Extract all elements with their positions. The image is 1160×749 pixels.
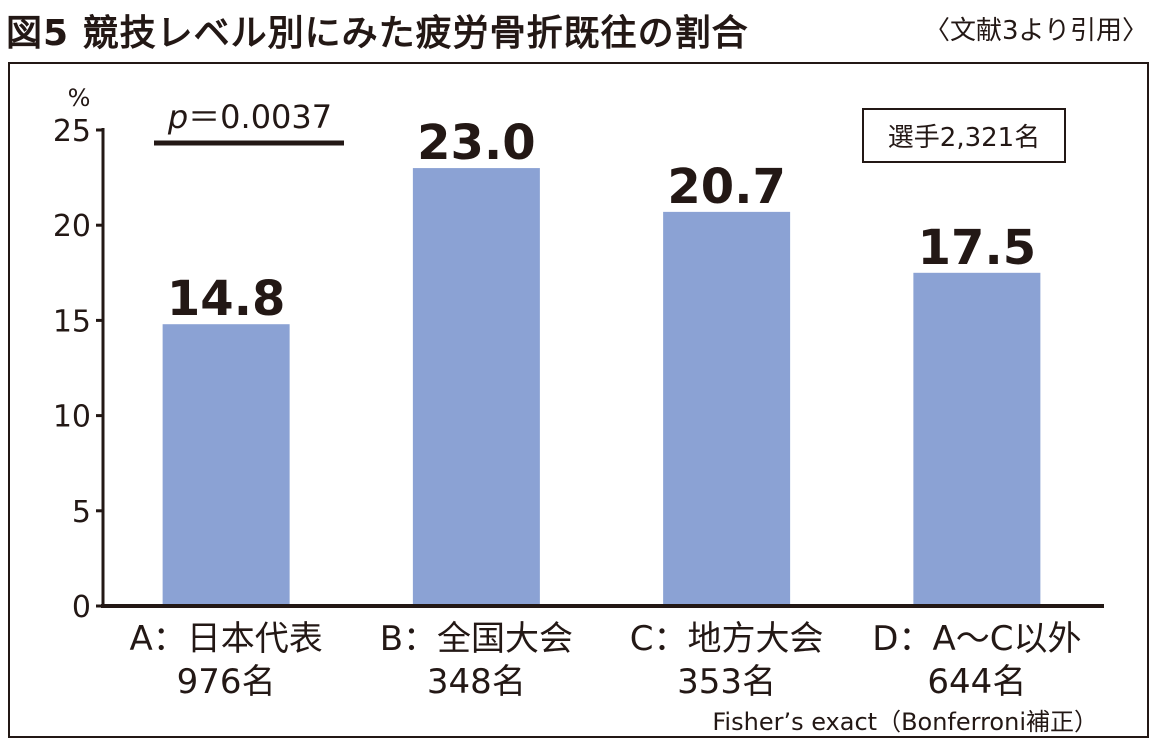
sample-size-text: 選手2,321名	[888, 123, 1040, 153]
bar-value-label: 23.0	[417, 115, 535, 171]
figure-title: 図5 競技レベル別にみた疲労骨折既往の割合	[6, 13, 749, 54]
y-tick-label: 5	[72, 495, 91, 530]
p-value-text: ＝0.0037	[188, 98, 332, 136]
bar	[913, 272, 1041, 606]
y-tick-label: 25	[53, 114, 91, 149]
sample-size-box-border	[862, 108, 1066, 163]
bar	[162, 324, 290, 606]
x-category-label: B：全国大会	[380, 619, 573, 659]
x-category-count: 644名	[927, 662, 1026, 702]
svg-text:p＝0.0037: p＝0.0037	[167, 98, 332, 136]
y-tick-label: 10	[53, 400, 91, 435]
x-category-label: D：A〜C以外	[872, 619, 1081, 659]
bar	[412, 168, 540, 606]
x-category-label: A：日本代表	[129, 619, 322, 659]
y-axis-unit-label: %	[68, 84, 91, 112]
bar-value-label: 17.5	[918, 220, 1036, 276]
sample-size-box: 選手2,321名	[862, 108, 1066, 163]
x-category-count: 976名	[177, 662, 276, 702]
y-axis-ticks: 0 5 10 15 20 25	[53, 114, 103, 625]
x-category-count: 353名	[677, 662, 776, 702]
figure-source-note: 〈文献3より引用〉	[923, 16, 1148, 46]
p-symbol: p	[167, 98, 188, 136]
bar-value-label: 14.8	[167, 271, 285, 327]
y-tick-label: 15	[53, 304, 91, 339]
x-category-label: C：地方大会	[630, 619, 824, 659]
bars	[162, 168, 1041, 606]
chart-frame	[8, 62, 1149, 738]
bar-value-label: 20.7	[667, 159, 785, 215]
y-tick-label: 0	[72, 590, 91, 625]
p-value-annotation: p＝0.0037	[154, 98, 344, 146]
y-tick-label: 20	[53, 209, 91, 244]
statistical-test-footnote: Fisher’s exact（Bonferroni補正）	[712, 708, 1098, 736]
value-labels: 14.8 23.0 20.7 17.5	[167, 115, 1036, 327]
bar	[663, 211, 791, 606]
x-category-count: 348名	[427, 662, 526, 702]
